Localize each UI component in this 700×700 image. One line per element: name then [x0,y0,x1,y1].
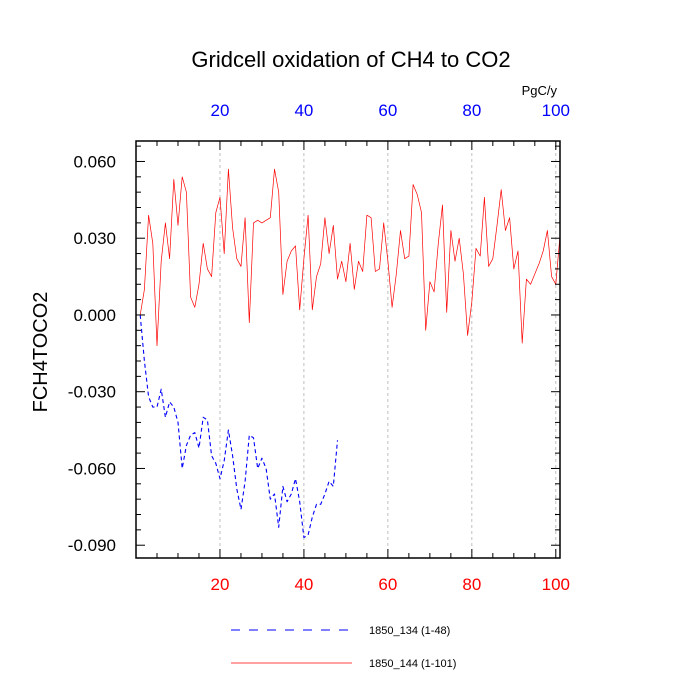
y-tick-label: 0.000 [73,306,116,325]
chart-title: Gridcell oxidation of CH4 to CO2 [191,47,510,72]
x-bottom-tick-label: 80 [462,575,481,594]
legend-label: 1850_144 (1-101) [369,658,456,670]
y-tick-label: 0.030 [73,229,116,248]
y-tick-label: 0.060 [73,152,116,171]
series-line-1850-144 [139,168,561,347]
legend: 1850_134 (1-48) 1850_144 (1-101) [231,625,456,670]
series-line-1850-134 [139,314,339,539]
y-tick-label: -0.030 [68,383,116,402]
x-top-tick-label: 100 [542,101,570,120]
legend-label: 1850_134 (1-48) [369,625,450,637]
x-top-tick-label: 60 [378,101,397,120]
x-top-tick-label: 20 [210,101,229,120]
x-top-tick-label: 80 [462,101,481,120]
top-axis-units: PgC/y [522,83,558,98]
y-tick-label: -0.090 [68,536,116,555]
plot-frame [135,140,561,559]
x-bottom-tick-label: 60 [378,575,397,594]
x-bottom-tick-label: 20 [210,575,229,594]
grid [219,141,557,558]
y-tick-label: -0.060 [68,459,116,478]
x-bottom-tick-label: 100 [542,575,570,594]
plot-lines [139,168,561,539]
x-top-tick-label: 40 [294,101,313,120]
y-axis-label: FCH4TOCO2 [30,292,52,413]
axes: 20 40 60 80 100 20 40 60 80 100 0.060 0.030 0.000 -0.… [68,101,570,594]
x-bottom-tick-label: 40 [294,575,313,594]
